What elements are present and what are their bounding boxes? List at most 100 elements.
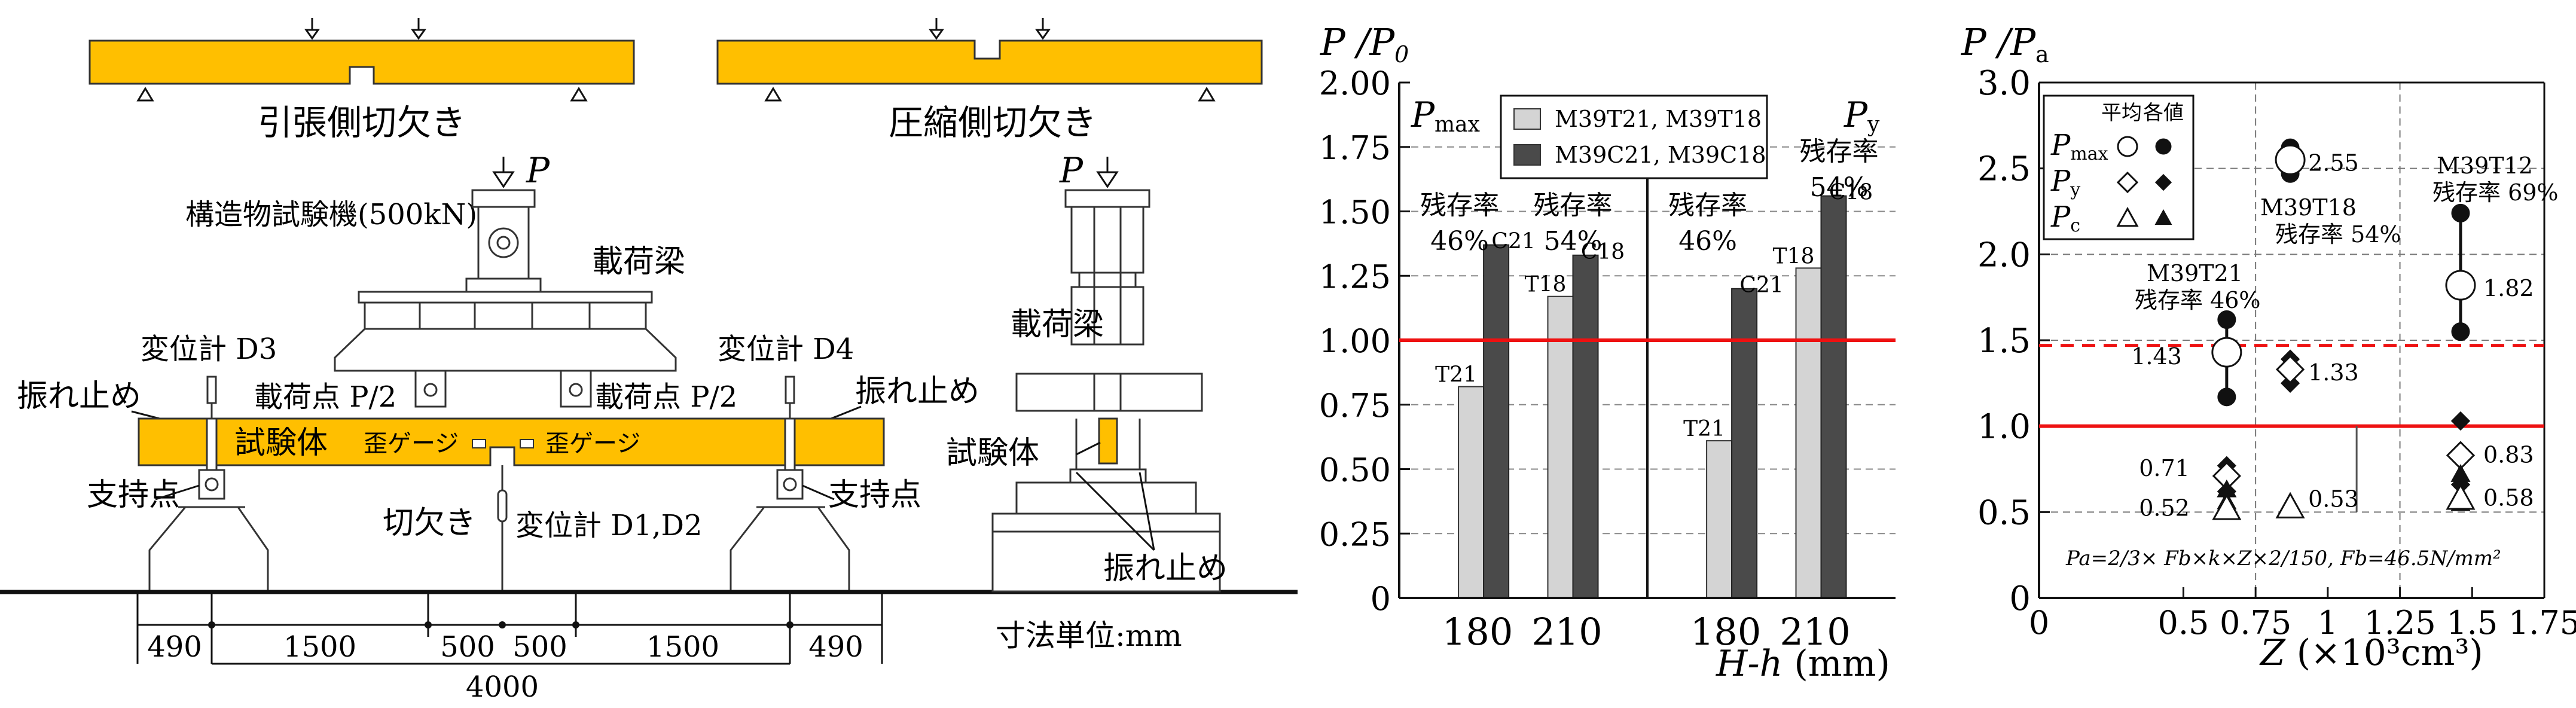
gauge-d12: 切欠き 変位計 D1,D2	[383, 465, 703, 592]
annotation: 残存率	[1668, 190, 1747, 221]
annotation: 残存率 54%	[2275, 221, 2401, 248]
bar-chart: P /P0 0 0.25 0.50 0.75 1.00 1.25 1.50 1.75 2.00 T2…	[1319, 20, 1896, 685]
load-arrow-icon	[492, 157, 515, 188]
annotation: 残存率	[1420, 190, 1499, 221]
point-each-pmax	[2451, 322, 2470, 341]
load-arrow-icon	[1096, 157, 1119, 188]
label-strain-gauge-left: 歪ゲージ	[364, 430, 459, 457]
svg-text:490: 490	[808, 630, 863, 664]
svg-text:1500: 1500	[646, 630, 719, 664]
label-loading-beam-side: 載荷梁	[1011, 307, 1104, 343]
label-compression-notch: 圧縮側切欠き	[889, 102, 1097, 143]
label-restraint-side: 振れ止め	[1103, 551, 1228, 587]
label-load-point-left: 載荷点 P/2	[254, 380, 396, 414]
y-tick-label: 2.0	[1977, 236, 2031, 274]
svg-text:変位計 D3: 変位計 D3	[141, 332, 277, 366]
x-tick-label: 1	[2318, 604, 2338, 642]
label-gauge-d12: 変位計 D1,D2	[515, 509, 703, 542]
svg-text:490: 490	[147, 630, 202, 664]
x-tick-label: 0	[2029, 604, 2049, 642]
panel-corner-label: Py	[1844, 94, 1880, 137]
support-right: 支持点	[730, 469, 921, 592]
legend-label: Py	[2050, 164, 2080, 200]
svg-text:変位計 D4: 変位計 D4	[718, 332, 854, 366]
y-tick-label: 3.0	[1977, 64, 2031, 103]
y-tick-label: 1.00	[1319, 322, 1391, 360]
point-avg-pmax	[2211, 337, 2242, 368]
beam-tension-notch: 引張側切欠き	[88, 18, 635, 143]
legend-marker-each	[2154, 173, 2172, 191]
x-axis-label: Z (×10³cm³)	[2259, 632, 2483, 674]
annotation: 残存率 69%	[2432, 179, 2559, 206]
y-tick-label: 0.5	[1977, 493, 2031, 532]
point-avg-py	[2275, 355, 2305, 384]
y-tick-label: 1.25	[1319, 258, 1391, 295]
point-each-pc	[2450, 464, 2471, 482]
y-tick-label: 0.50	[1319, 451, 1391, 489]
label-load-point-right: 載荷点 P/2	[595, 380, 737, 414]
x-axis-label: H-h (mm)	[1716, 643, 1890, 685]
gauge-d3: 変位計 D3	[141, 332, 277, 419]
x-tick-label: 1.25	[2364, 604, 2435, 642]
label-unit-note: 寸法単位:mm	[996, 618, 1182, 653]
legend-label: Pc	[2050, 200, 2080, 236]
panel-corner-label: Pmax	[1411, 94, 1480, 137]
label-machine: 構造物試験機(500kN)	[185, 198, 477, 231]
annotation: 54%	[1544, 226, 1603, 257]
value-label: 1.33	[2308, 359, 2359, 386]
label-tension-notch: 引張側切欠き	[258, 102, 466, 143]
legend-box	[2043, 94, 2195, 240]
svg-text:支持点: 支持点	[828, 477, 921, 513]
bar-dark	[1483, 244, 1510, 599]
legend-marker-avg	[2116, 206, 2139, 227]
gauge-d4: 変位計 D4	[718, 332, 854, 419]
legend-marker-avg	[2117, 136, 2138, 157]
bar-light	[1458, 386, 1485, 599]
specimen-beam: 試験体 歪ゲージ 歪ゲージ	[138, 417, 885, 471]
point-avg-pc	[2275, 492, 2305, 518]
svg-text:支持点: 支持点	[87, 477, 180, 513]
y-tick-label: 2.5	[1977, 150, 2031, 189]
bar-label: T18	[1525, 273, 1567, 297]
y-tick-label: 0.25	[1319, 515, 1391, 553]
test-setup-diagram: 引張側切欠き 圧縮側切欠き P 構造物試験機(500kN)	[0, 18, 1298, 704]
value-label: 2.55	[2308, 149, 2359, 176]
point-each-pmax	[2217, 310, 2236, 329]
point-each-py	[2450, 411, 2471, 431]
svg-text:500: 500	[512, 630, 567, 664]
point-avg-pmax	[2445, 270, 2476, 301]
load-symbol-side: P	[1059, 150, 1083, 191]
x-tick-label: 1.5	[2446, 604, 2498, 642]
scatter-chart: P /Pa 0 0.5 1.0 1.5 2.0 2.5 3.0 0 0.5 0.75 1 1.25 1.5…	[1961, 20, 2576, 674]
y-tick-label: 1.0	[1977, 408, 2031, 447]
annotation: 46%	[1678, 226, 1737, 257]
point-each-pmax	[2451, 203, 2470, 222]
value-label: 1.82	[2483, 275, 2534, 301]
beam-compression-notch: 圧縮側切欠き	[716, 18, 1263, 143]
label-restraint-left: 振れ止め	[17, 379, 141, 414]
x-tick-label: 1.75	[2508, 604, 2576, 642]
legend-swatch	[1513, 108, 1541, 130]
x-tick-label: 0.5	[2157, 604, 2209, 642]
x-tick-label: 210	[1780, 610, 1850, 654]
bar-dark	[1572, 254, 1599, 599]
legend-swatch	[1513, 144, 1541, 166]
bar-label: C18	[1829, 181, 1873, 205]
point-avg-pmax	[2275, 144, 2306, 175]
bar-label: C18	[1581, 240, 1625, 264]
value-label: 0.52	[2139, 495, 2190, 521]
legend-marker-each	[2154, 209, 2172, 225]
annotation: 残存率	[1534, 190, 1613, 221]
test-machine-side: P 載荷梁 試験体 振れ止め 寸法単	[946, 150, 1228, 653]
bar-light	[1547, 295, 1574, 599]
value-label: 0.53	[2308, 486, 2359, 512]
support-left: 支持点	[87, 469, 269, 592]
y-tick-label: 1.5	[1977, 322, 2031, 361]
bar-dark	[1731, 288, 1758, 599]
x-tick-label: 0.75	[2220, 604, 2291, 642]
y-tick-label: 1.75	[1319, 129, 1391, 167]
specimen-label: M39T21	[2147, 260, 2243, 286]
legend-label: Pmax	[2050, 129, 2108, 164]
legend-marker-avg	[2116, 171, 2139, 194]
